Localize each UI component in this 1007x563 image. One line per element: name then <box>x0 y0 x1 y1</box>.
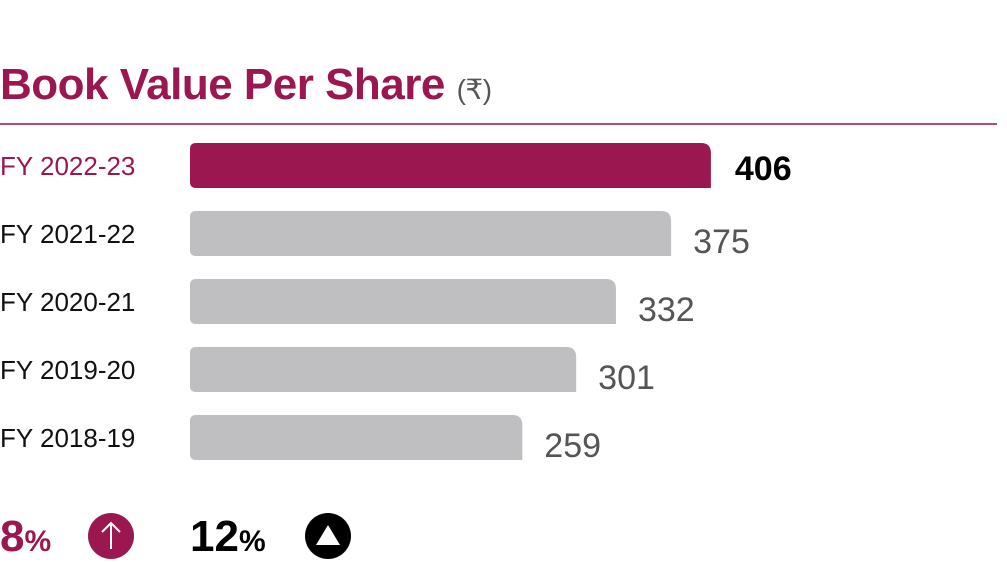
growth-1-value: 8 <box>0 512 25 561</box>
growth-2-unit: % <box>238 525 266 558</box>
growth-1-unit: % <box>24 525 52 558</box>
title-text: Book Value Per Share <box>0 60 445 109</box>
growth-2: 12% <box>190 512 266 562</box>
value-label: 301 <box>598 359 655 397</box>
category-label: FY 2019-20 <box>0 355 135 385</box>
bar <box>190 347 577 392</box>
value-label: 332 <box>638 291 695 329</box>
bar <box>190 143 711 188</box>
value-label: 375 <box>693 223 750 261</box>
value-label: 406 <box>735 150 792 188</box>
arrow-up-circle-icon <box>88 513 134 559</box>
bar <box>190 415 523 460</box>
chart-title: Book Value Per Share (₹) <box>0 60 492 110</box>
growth-2-value: 12 <box>190 512 239 561</box>
bar <box>190 211 672 256</box>
bar <box>190 279 616 324</box>
category-label: FY 2021-22 <box>0 219 135 249</box>
category-label: FY 2022-23 <box>0 151 135 181</box>
category-label: FY 2020-21 <box>0 287 135 317</box>
value-label: 259 <box>544 427 601 465</box>
title-unit: (₹) <box>456 74 492 105</box>
category-label: FY 2018-19 <box>0 423 135 453</box>
growth-1: 8% <box>0 512 51 562</box>
triangle-up-circle-icon <box>305 513 351 559</box>
title-divider <box>0 123 997 125</box>
